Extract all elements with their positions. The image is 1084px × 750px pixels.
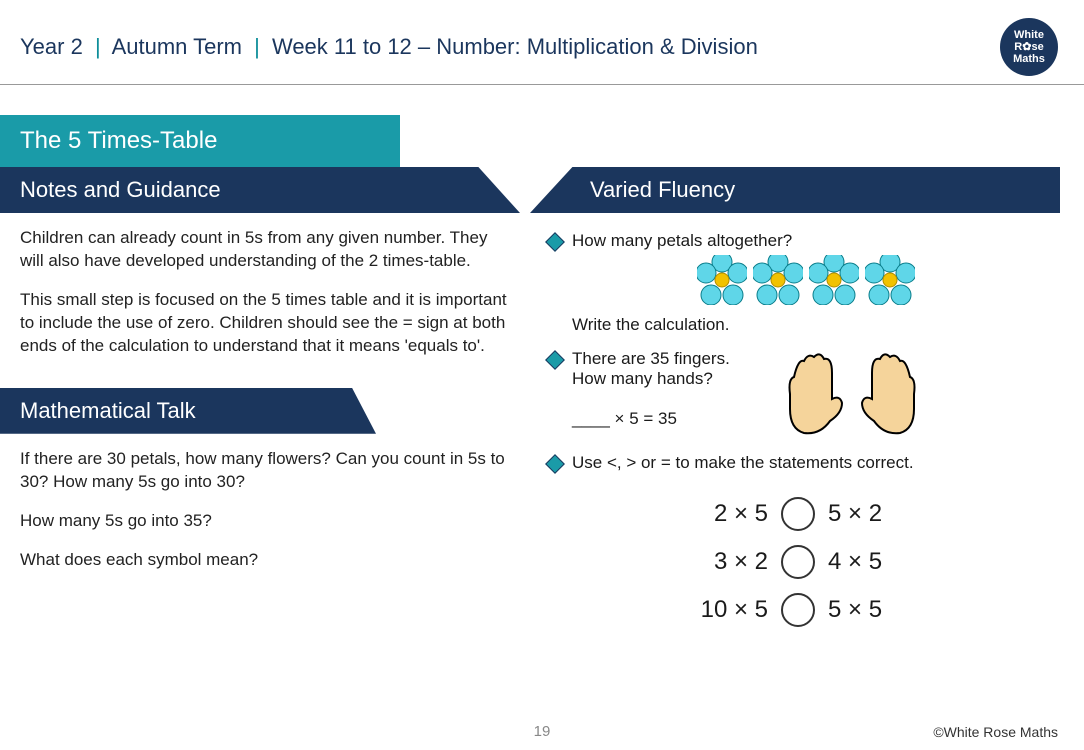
flower-row <box>572 255 1040 305</box>
compare-right: 5 × 2 <box>828 500 928 528</box>
notes-body: Children can already count in 5s from an… <box>0 213 520 378</box>
compare-circle <box>781 545 815 579</box>
notes-p1: Children can already count in 5s from an… <box>20 227 510 273</box>
brand-logo: White R✿se Maths <box>1000 18 1058 76</box>
right-column: Varied Fluency How many petals altogethe… <box>540 167 1060 627</box>
week-label: Week 11 to 12 – Number: Multiplication &… <box>272 34 758 59</box>
compare-right: 5 × 5 <box>828 596 928 624</box>
mtalk-q1: If there are 30 petals, how many flowers… <box>20 448 510 494</box>
compare-right: 4 × 5 <box>828 548 928 576</box>
notes-header: Notes and Guidance <box>0 167 520 213</box>
bullet-icon <box>545 350 565 370</box>
bullet-icon <box>545 454 565 474</box>
mtalk-q3: What does each symbol mean? <box>20 549 510 572</box>
vf-item-1: How many petals altogether? Write the ca… <box>548 227 1040 345</box>
vf-item-2: There are 35 fingers. How many hands? __… <box>548 345 1040 449</box>
bullet-icon <box>545 232 565 252</box>
compare-grid: 2 × 5 5 × 2 3 × 2 4 × 5 10 × 5 5 × 5 <box>668 497 1040 627</box>
vf1b-text: Write the calculation. <box>572 315 1040 335</box>
varied-header: Varied Fluency <box>530 167 1060 213</box>
hand-icon <box>770 349 850 439</box>
flower-icon <box>809 255 859 305</box>
hands-graphic <box>770 349 934 439</box>
year-label: Year 2 <box>20 34 83 59</box>
compare-left: 3 × 2 <box>668 548 768 576</box>
compare-circle <box>781 593 815 627</box>
compare-circle <box>781 497 815 531</box>
breadcrumb: Year 2 | Autumn Term | Week 11 to 12 – N… <box>20 34 758 60</box>
mtalk-q2: How many 5s go into 35? <box>20 510 510 533</box>
logo-text: White R✿se Maths <box>1013 29 1045 65</box>
compare-left: 2 × 5 <box>668 500 768 528</box>
hand-icon <box>854 349 934 439</box>
vf-item-3: Use <, > or = to make the statements cor… <box>548 449 1040 483</box>
mtalk-body: If there are 30 petals, how many flowers… <box>0 434 520 592</box>
vf1-text: How many petals altogether? <box>572 231 1040 251</box>
term-label: Autumn Term <box>112 34 242 59</box>
mtalk-header: Mathematical Talk <box>0 388 400 434</box>
vf2b: How many hands? <box>572 369 730 389</box>
flower-icon <box>865 255 915 305</box>
vf2-equation: ____ × 5 = 35 <box>572 409 730 429</box>
copyright: ©White Rose Maths <box>933 724 1058 740</box>
flower-icon <box>697 255 747 305</box>
separator: | <box>254 34 260 59</box>
flower-icon <box>753 255 803 305</box>
topic-title: The 5 Times-Table <box>0 115 400 167</box>
vf2a: There are 35 fingers. <box>572 349 730 369</box>
vf3-text: Use <, > or = to make the statements cor… <box>572 453 914 473</box>
page-number: 19 <box>534 723 551 740</box>
compare-left: 10 × 5 <box>668 596 768 624</box>
left-column: Notes and Guidance Children can already … <box>0 167 520 627</box>
notes-p2: This small step is focused on the 5 time… <box>20 289 510 358</box>
separator: | <box>95 34 101 59</box>
page-header: Year 2 | Autumn Term | Week 11 to 12 – N… <box>0 0 1084 85</box>
